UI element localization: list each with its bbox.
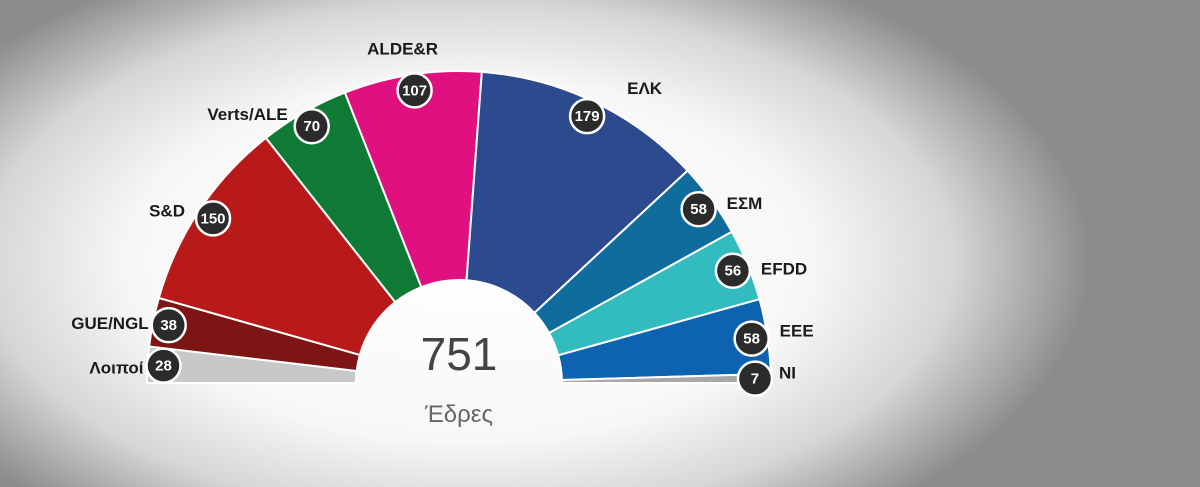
seat-count-gue-ngl: 38 xyxy=(160,317,177,334)
seat-count-εσμ: 58 xyxy=(690,201,707,218)
seat-badge-ελκ xyxy=(568,97,606,135)
seat-badge-εσμ xyxy=(680,190,717,228)
seat-badge-λοιποί xyxy=(145,347,182,384)
seat-badges: 28 38 150 70 107 179 58 56 58 7 xyxy=(145,72,774,397)
party-label-s-d: S&D xyxy=(149,201,185,220)
party-label-λοιποί: Λοιποί xyxy=(89,359,143,378)
total-seats-label: Έδρες xyxy=(424,401,493,428)
party-label-efdd: EFDD xyxy=(761,260,807,279)
party-label-ni: NI xyxy=(779,364,796,383)
segment-s-d[interactable] xyxy=(157,136,397,357)
seat-count-efdd: 56 xyxy=(725,263,742,280)
seat-count-ελκ: 179 xyxy=(575,108,600,125)
party-label-gue-ngl: GUE/NGL xyxy=(71,314,148,333)
party-label-eee: EEE xyxy=(780,322,814,341)
party-label-verts-ale: Verts/ALE xyxy=(207,105,287,124)
segment-ελκ[interactable] xyxy=(465,70,689,315)
seat-badge-verts-ale xyxy=(293,107,330,145)
seat-count-λοιποί: 28 xyxy=(155,358,172,375)
seat-count-eee: 58 xyxy=(743,331,760,348)
seat-badge-ni xyxy=(736,360,774,397)
seat-count-verts-ale: 70 xyxy=(303,118,320,135)
party-label-εσμ: ΕΣΜ xyxy=(727,194,763,213)
party-label-alde-r: ALDE&R xyxy=(367,39,438,58)
seat-badge-alde-r xyxy=(396,72,433,109)
seat-badge-s-d xyxy=(194,200,232,237)
seat-badge-eee xyxy=(733,320,770,357)
seat-count-alde-r: 107 xyxy=(402,82,427,99)
total-seats: 751 xyxy=(421,328,498,380)
party-labels: Λοιποί GUE/NGL S&D Verts/ALE ALDE&R ΕΛΚ ΕΣΜ EFD… xyxy=(71,39,813,382)
seat-count-ni: 7 xyxy=(751,371,759,388)
seat-count-s-d: 150 xyxy=(200,210,225,227)
seat-badge-efdd xyxy=(714,252,752,289)
seat-segments xyxy=(145,70,773,384)
party-label-ελκ: ΕΛΚ xyxy=(627,79,663,98)
seat-badge-gue-ngl xyxy=(150,306,187,344)
